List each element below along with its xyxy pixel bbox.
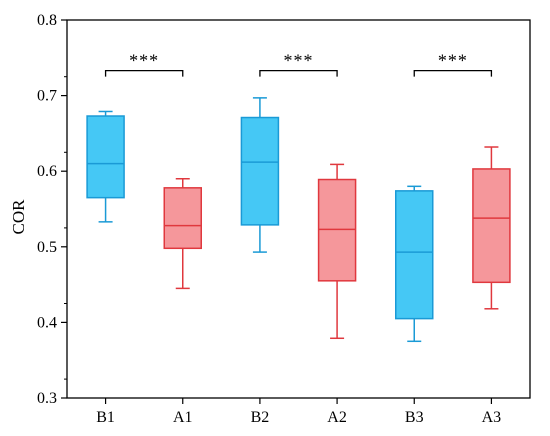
box-body: [240, 116, 280, 226]
x-tick-label: A2: [327, 409, 347, 426]
box-a3: [472, 146, 511, 310]
plot-area: 0.3 0.4 0.5 0.6 0.7 0.8 B1 A1 B2 A2 B3 A3 *** *** ***: [37, 12, 531, 426]
x-tick-label: B3: [405, 409, 424, 426]
bracket-line: [413, 70, 493, 77]
x-tick-label: B2: [251, 409, 270, 426]
box-a1: [163, 178, 202, 290]
y-tick-label: 0.8: [37, 12, 57, 29]
box-body: [317, 178, 357, 282]
significance-label: ***: [438, 51, 468, 71]
significance-bracket-3: ***: [413, 51, 493, 77]
y-tick-label: 0.7: [37, 88, 57, 105]
box-b3: [395, 185, 434, 343]
box-body: [395, 190, 434, 320]
bracket-line: [104, 70, 184, 77]
significance-bracket-1: ***: [104, 51, 184, 77]
x-tick-label: A1: [173, 409, 193, 426]
box-body: [163, 187, 202, 250]
box-b1: [86, 110, 125, 223]
y-tick-label: 0.4: [37, 314, 57, 331]
significance-label: ***: [129, 51, 159, 71]
y-axis-label: COR: [9, 199, 28, 235]
y-tick-label: 0.6: [37, 163, 57, 180]
x-tick-label: A3: [482, 409, 502, 426]
box-a2: [317, 163, 357, 340]
box-body: [86, 115, 125, 199]
box-b2: [240, 97, 280, 253]
y-tick-label: 0.5: [37, 239, 57, 256]
plot-frame: [66, 19, 531, 399]
significance-bracket-2: ***: [259, 51, 338, 77]
box-body: [472, 168, 511, 284]
significance-label: ***: [284, 51, 314, 71]
x-tick-label: B1: [96, 409, 115, 426]
y-tick-label: 0.3: [37, 390, 57, 407]
bracket-line: [259, 70, 338, 77]
